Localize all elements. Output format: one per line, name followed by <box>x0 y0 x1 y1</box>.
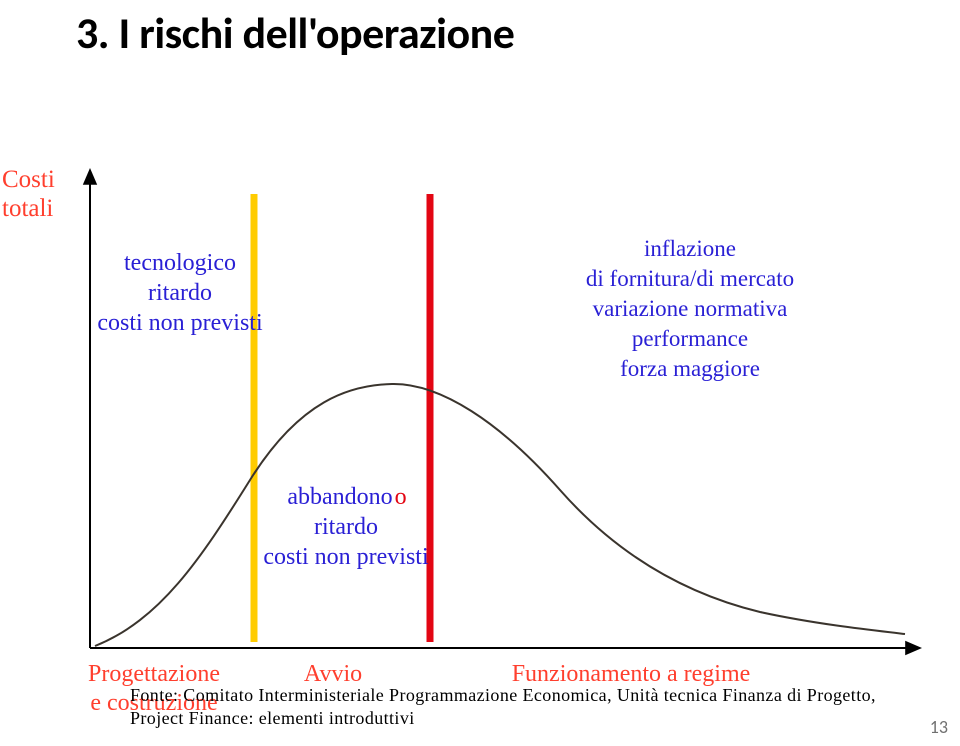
risk-mid-3: costi non previsti <box>263 544 428 570</box>
risks-phase2: abbandonoo ritardo costi non previsti <box>226 482 466 572</box>
risk-right-2: di fornitura/di mercato <box>586 266 794 291</box>
risk-mid-2: ritardo <box>314 514 378 540</box>
risk-right-1: inflazione <box>644 236 736 261</box>
y-axis-arrow <box>83 168 97 185</box>
risks-phase3: inflazione di fornitura/di mercato varia… <box>530 234 850 383</box>
risk-left-1: tecnologico <box>124 250 236 276</box>
risk-left-2: ritardo <box>148 280 212 306</box>
risk-right-5: forza maggiore <box>620 356 760 381</box>
source-citation: Fonte: Comitato Interministeriale Progra… <box>130 684 890 731</box>
cost-curve <box>95 384 905 646</box>
risk-right-3: variazione normativa <box>593 296 788 321</box>
yaxis-label-line-2: totali <box>2 195 53 222</box>
risk-curve-chart: Costi totali tecnologico ritardo costi n… <box>0 90 960 670</box>
page-number: 13 <box>930 716 948 738</box>
red-marker-o: o <box>395 484 407 510</box>
y-axis-label: Costi totali <box>2 166 55 224</box>
risk-right-4: performance <box>632 326 748 351</box>
page-title: 3. I rischi dell'operazione <box>76 6 514 60</box>
yaxis-label-line-1: Costi <box>2 166 55 193</box>
x-axis-arrow <box>905 641 922 655</box>
risk-left-3: costi non previsti <box>97 310 262 336</box>
risks-phase1: tecnologico ritardo costi non previsti <box>60 248 300 338</box>
risk-mid-1: abbandono <box>287 484 392 510</box>
slide: 3. I rischi dell'operazione Costi totali… <box>0 0 960 746</box>
